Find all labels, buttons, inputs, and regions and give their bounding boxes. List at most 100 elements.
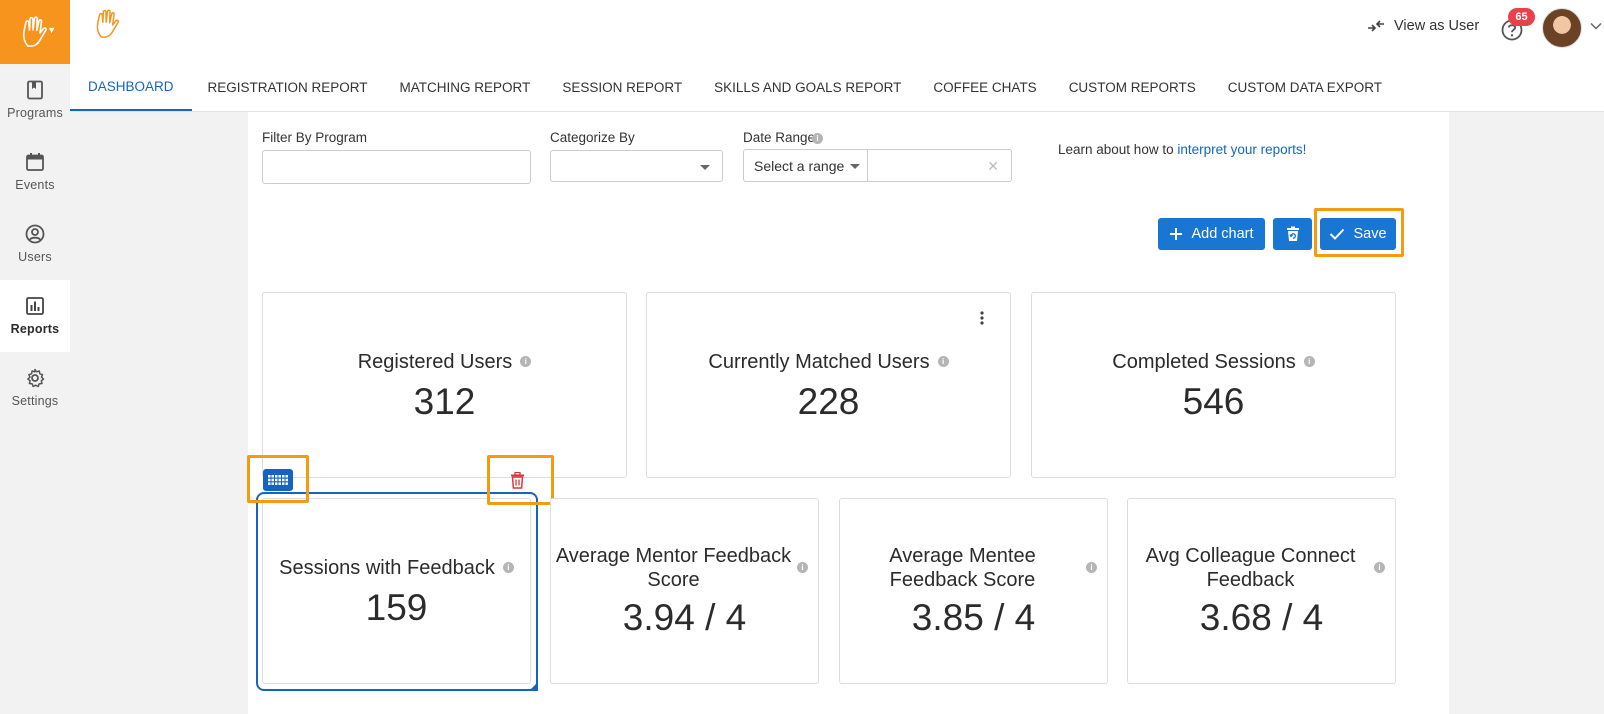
sidebar-item-events[interactable]: Events [0,136,70,208]
tab-dashboard[interactable]: DASHBOARD [70,64,192,111]
card-value: 3.68 / 4 [1199,597,1324,638]
sidebar-item-label: Settings [11,394,59,408]
brand-menu[interactable]: ▼ [0,0,70,64]
info-icon[interactable]: i [1303,356,1315,368]
report-tabs: DASHBOARD REGISTRATION REPORT MATCHING R… [70,64,1604,112]
info-icon[interactable]: i [797,562,808,573]
tab-skills-and-goals-report[interactable]: SKILLS AND GOALS REPORT [714,80,902,95]
sidebar-item-programs[interactable]: Programs [0,64,70,136]
drag-handle[interactable] [263,469,293,491]
tab-registration-report[interactable]: REGISTRATION REPORT [207,80,368,95]
card-title-line: Score [647,569,700,592]
save-label: Save [1353,226,1387,242]
categorize-by-select[interactable] [550,150,723,182]
filter-program-label: Filter By Program [262,130,368,145]
info-icon[interactable]: i [502,562,514,574]
check-icon [1330,228,1345,240]
average-mentee-feedback-card: Average Mentee Feedback Score i 3.85 / 4 [839,498,1108,684]
user-circle-icon [25,224,45,244]
interpret-reports-link[interactable]: interpret your reports! [1177,142,1307,157]
calendar-icon [26,153,44,171]
trash-highlight-box [487,455,554,505]
plus-icon [1170,228,1183,240]
card-title: Average Mentor Feedback Score [551,543,818,592]
top-header: View as User 65 [70,0,1604,64]
date-range-select[interactable]: Select a range [744,150,868,182]
dashboard-panel: Filter By Program Categorize By Date Ran… [247,112,1449,714]
add-chart-label: Add chart [1191,226,1254,242]
info-icon[interactable]: i [1374,562,1385,573]
tab-session-report[interactable]: SESSION REPORT [562,80,683,95]
registered-users-card: Registered Users i 312 [262,292,627,478]
date-range-label: Date Range [743,130,816,145]
save-highlight-box [1314,208,1404,257]
learn-reports-text: Learn about how to interpret your report… [1058,142,1306,157]
sidebar-item-label: Users [18,250,52,264]
sidebar-item-settings[interactable]: Settings [0,352,70,424]
book-icon [27,80,43,100]
learn-prefix: Learn about how to [1058,142,1178,157]
selected-card-outline [256,492,538,691]
tab-custom-data-export[interactable]: CUSTOM DATA EXPORT [1227,80,1382,95]
avatar[interactable] [1542,8,1582,48]
waving-hand-logo-icon [96,9,120,38]
trash-icon[interactable] [510,472,525,489]
info-icon[interactable]: i [520,356,532,368]
average-mentor-feedback-card: Average Mentor Feedback Score i 3.94 / 4 [550,498,819,684]
tab-custom-reports[interactable]: CUSTOM REPORTS [1068,80,1196,95]
bar-chart-icon [26,297,44,315]
date-range-control: Select a range ✕ [743,149,1012,182]
card-title: Avg Colleague Connect Feedback [1128,543,1395,592]
notification-badge: 65 [1508,8,1535,26]
card-title-line: Average Mentor Feedback [555,544,792,567]
info-icon[interactable]: i [1086,562,1097,573]
tab-coffee-chats[interactable]: COFFEE CHATS [933,80,1037,95]
caret-down-icon [700,165,710,170]
card-value: 159 [365,587,428,628]
card-title-line: Average Mentee [889,544,1036,567]
sidebar-item-reports[interactable]: Reports [0,280,70,352]
sidebar-item-label: Events [15,178,55,192]
sessions-with-feedback-card[interactable]: Sessions with Feedback i 159 [262,498,531,684]
reset-layout-button[interactable] [1273,218,1312,250]
waving-hand-logo-icon [22,16,47,47]
sidebar-item-users[interactable]: Users [0,208,70,280]
chevron-down-icon: ▼ [47,25,56,35]
card-value: 3.85 / 4 [911,597,1036,638]
info-icon[interactable]: i [937,356,949,368]
card-title-line: Feedback Score [889,569,1036,592]
grid-drag-icon [268,475,288,485]
caret-down-icon [850,163,861,169]
info-icon[interactable]: i [812,133,823,144]
card-title-line: Avg Colleague Connect [1145,544,1356,567]
card-title: Currently Matched Users i [647,349,1010,374]
categorize-by-label: Categorize By [550,130,635,145]
trash-restore-icon [1286,226,1299,241]
card-title: Average Mentee Feedback Score [840,543,1107,592]
view-as-user-button[interactable]: View as User [1366,18,1479,34]
tab-matching-report[interactable]: MATCHING REPORT [399,80,531,95]
card-title: Registered Users i [263,349,626,374]
gear-icon [27,368,45,388]
card-value: 312 [413,381,476,422]
card-value: 228 [797,381,860,422]
sidebar-item-label: Reports [10,322,60,336]
clear-icon[interactable]: ✕ [987,158,999,174]
card-title: Sessions with Feedback i [263,555,530,580]
avg-colleague-connect-feedback-card: Avg Colleague Connect Feedback i 3.68 / … [1127,498,1396,684]
view-as-user-label: View as User [1394,18,1480,34]
left-sidebar: ▼ Programs Events Users Reports Settings [0,0,70,714]
add-chart-button[interactable]: Add chart [1158,218,1265,250]
completed-sessions-card: Completed Sessions i 546 [1031,292,1396,478]
sidebar-item-label: Programs [7,106,63,120]
date-range-select-label: Select a range [754,158,845,174]
kebab-menu-icon[interactable] [980,311,984,325]
swap-arrows-icon [1368,20,1384,32]
save-button[interactable]: Save [1320,218,1396,250]
currently-matched-users-card: Currently Matched Users i 228 [646,292,1011,478]
card-value: 3.94 / 4 [622,597,747,638]
chevron-down-icon[interactable] [1590,22,1602,30]
filter-program-input[interactable] [262,150,531,184]
resize-handle[interactable] [529,682,538,691]
